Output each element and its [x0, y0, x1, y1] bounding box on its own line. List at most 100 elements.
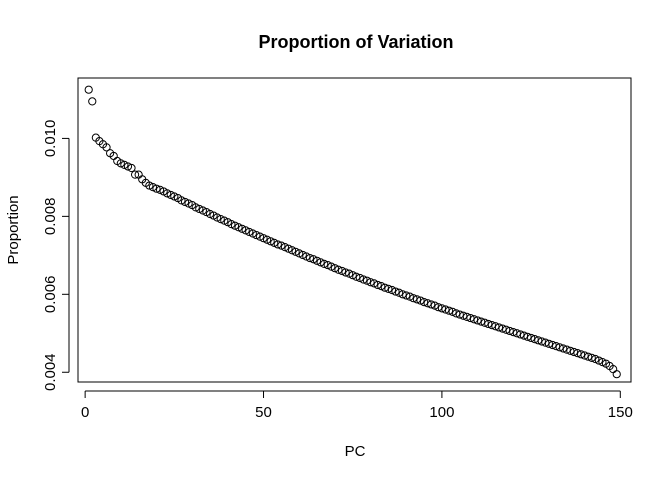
- data-point: [444, 306, 454, 315]
- data-point: [284, 244, 293, 253]
- data-point: [241, 226, 250, 235]
- data-point: [569, 347, 579, 357]
- data-point: [559, 344, 568, 353]
- data-point: [120, 160, 129, 170]
- data-point: [155, 185, 165, 194]
- data-point: [266, 237, 275, 246]
- data-point: [473, 316, 482, 325]
- data-point: [434, 303, 443, 312]
- data-point: [273, 240, 282, 249]
- data-point: [541, 338, 550, 347]
- data-point: [519, 331, 529, 340]
- data-point: [130, 170, 140, 179]
- y-tick-label: 0.004: [42, 353, 59, 391]
- data-point: [145, 181, 154, 190]
- data-point: [302, 252, 311, 261]
- data-point: [380, 283, 389, 292]
- data-point: [437, 304, 447, 313]
- data-point: [419, 298, 429, 307]
- data-point: [477, 317, 486, 326]
- data-point: [384, 284, 393, 293]
- y-axis: 0.004 0.006 0.008 0.010: [42, 120, 70, 391]
- data-point: [355, 273, 364, 283]
- data-point: [230, 221, 240, 230]
- data-point: [484, 319, 493, 329]
- data-point: [551, 342, 561, 351]
- data-point: [180, 197, 190, 207]
- data-point: [227, 220, 236, 229]
- data-point: [280, 243, 290, 252]
- data-point: [469, 315, 479, 324]
- data-point: [516, 330, 525, 339]
- data-point: [555, 343, 564, 352]
- data-point: [213, 213, 222, 222]
- data-point: [88, 97, 97, 106]
- data-point: [509, 328, 518, 337]
- data-point: [416, 296, 425, 305]
- data-point: [205, 209, 215, 219]
- data-point: [334, 265, 343, 274]
- data-point: [594, 356, 603, 365]
- data-point: [116, 159, 125, 168]
- data-point: [512, 329, 521, 338]
- data-point: [395, 288, 404, 297]
- x-tick-label: 0: [81, 404, 89, 421]
- data-point: [216, 214, 225, 224]
- data-point: [423, 299, 432, 308]
- data-point: [191, 203, 200, 212]
- data-point: [277, 241, 286, 250]
- data-point: [84, 85, 93, 94]
- data-point: [262, 235, 272, 244]
- data-point: [566, 346, 575, 355]
- data-point: [316, 258, 325, 267]
- data-point: [348, 271, 357, 280]
- chart-title: Proportion of Variation: [258, 32, 453, 52]
- data-point: [345, 269, 354, 278]
- data-point: [259, 234, 268, 243]
- data-point: [184, 199, 193, 208]
- x-axis: 0 50 100 150: [81, 390, 633, 421]
- data-points: [84, 85, 621, 379]
- data-point: [362, 276, 372, 285]
- data-point: [534, 336, 543, 345]
- data-point: [323, 260, 332, 270]
- data-point: [576, 350, 586, 359]
- data-point: [587, 353, 596, 362]
- data-point: [462, 312, 471, 322]
- data-point: [612, 370, 621, 379]
- data-point: [220, 216, 229, 225]
- data-point: [459, 311, 468, 320]
- data-point: [494, 323, 504, 332]
- x-axis-label: PC: [345, 443, 366, 460]
- data-point: [491, 322, 500, 331]
- data-point: [487, 321, 496, 330]
- data-point: [198, 206, 207, 215]
- data-point: [412, 295, 422, 304]
- data-point: [245, 227, 254, 237]
- data-point: [580, 351, 589, 360]
- data-point: [598, 358, 607, 367]
- plot-frame: [77, 77, 632, 383]
- data-point: [430, 301, 439, 310]
- data-point: [359, 275, 368, 284]
- data-point: [163, 189, 172, 198]
- data-point: [455, 310, 464, 319]
- data-point: [102, 143, 111, 152]
- data-point: [544, 339, 554, 348]
- data-point: [312, 256, 322, 265]
- data-point: [305, 253, 314, 263]
- data-point: [591, 354, 600, 364]
- data-point: [248, 229, 257, 238]
- data-point: [238, 224, 247, 233]
- data-point: [398, 290, 407, 299]
- data-point: [377, 282, 386, 291]
- data-point: [366, 278, 375, 287]
- x-tick-label: 50: [255, 404, 272, 421]
- data-point: [270, 238, 279, 247]
- data-point: [298, 250, 307, 260]
- data-point: [320, 259, 329, 269]
- data-point: [502, 325, 511, 334]
- data-point: [287, 246, 297, 255]
- data-point: [195, 204, 204, 214]
- data-point: [527, 333, 536, 343]
